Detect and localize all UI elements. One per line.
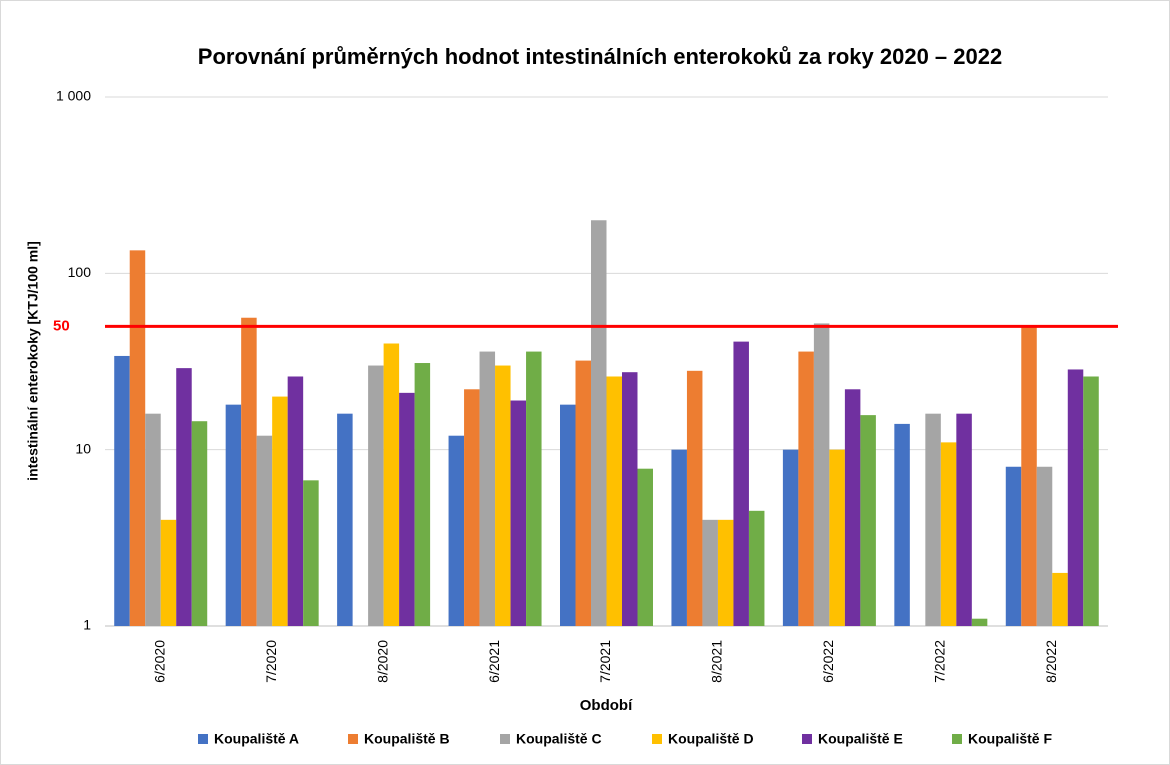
x-tick-label: 6/2022 <box>820 640 836 683</box>
bar <box>479 351 496 626</box>
legend-swatch <box>802 734 812 744</box>
bar <box>160 519 177 626</box>
legend-swatch <box>198 734 208 744</box>
chart-title: Porovnání průměrných hodnot intestinální… <box>198 44 1002 69</box>
y-tick-label: 10 <box>75 440 91 456</box>
x-tick-label: 7/2022 <box>932 640 948 683</box>
legend-label: Koupaliště A <box>214 731 299 747</box>
bar <box>145 413 161 626</box>
bar <box>1021 326 1037 626</box>
x-tick-label: 8/2021 <box>709 640 725 683</box>
bar <box>925 413 941 626</box>
bar <box>129 250 146 627</box>
y-axis-label: intestinální enterokoky [KTJ/100 ml] <box>25 241 41 481</box>
bar <box>114 355 130 626</box>
legend-swatch <box>652 734 662 744</box>
bar <box>191 421 208 626</box>
legend-swatch <box>348 734 358 744</box>
bar <box>733 341 749 626</box>
legend-label: Koupaliště D <box>668 731 754 747</box>
threshold-label: 50 <box>53 317 70 334</box>
x-tick-label: 7/2021 <box>597 640 613 683</box>
bar <box>383 343 400 626</box>
bar <box>303 480 319 626</box>
bar <box>1067 369 1084 626</box>
bar <box>225 404 242 626</box>
bar <box>575 360 591 626</box>
y-tick-label: 1 000 <box>56 88 91 104</box>
bar <box>956 413 972 626</box>
bar <box>241 317 257 626</box>
bar <box>1052 572 1068 626</box>
x-tick-label: 8/2020 <box>374 640 390 683</box>
y-tick-label: 1 <box>83 617 91 633</box>
bar <box>971 618 988 626</box>
bar <box>671 449 687 626</box>
y-tick-label: 100 <box>68 264 92 280</box>
bar <box>829 449 845 626</box>
bar <box>782 449 799 626</box>
x-tick-label: 6/2020 <box>151 640 167 683</box>
bar <box>813 323 830 626</box>
legend-swatch <box>500 734 510 744</box>
bar <box>637 468 653 626</box>
bar <box>717 519 734 626</box>
bar <box>337 413 353 626</box>
bar <box>622 372 638 626</box>
bar <box>1083 376 1099 626</box>
bar <box>798 351 814 626</box>
bar <box>748 510 765 626</box>
bar <box>894 423 910 626</box>
legend-label: Koupaliště B <box>364 731 450 747</box>
x-tick-label: 7/2020 <box>263 640 279 683</box>
legend-swatch <box>952 734 962 744</box>
bar <box>1036 466 1053 626</box>
x-axis-label: Období <box>580 697 633 714</box>
x-tick-label: 8/2022 <box>1043 640 1059 683</box>
legend-label: Koupaliště E <box>818 731 903 747</box>
bar <box>1005 466 1022 626</box>
bar <box>844 389 861 626</box>
bar <box>686 370 703 626</box>
bar <box>860 415 876 626</box>
legend-label: Koupaliště F <box>968 731 1052 747</box>
bar <box>272 396 288 626</box>
bar <box>495 365 511 626</box>
bar <box>414 363 431 626</box>
bar <box>940 442 957 626</box>
bar <box>526 351 542 626</box>
legend-label: Koupaliště C <box>516 731 602 747</box>
bar <box>176 368 192 626</box>
bar <box>399 392 415 626</box>
bar <box>560 404 576 626</box>
bar <box>287 376 304 626</box>
bar <box>464 389 480 626</box>
bar <box>256 435 273 626</box>
x-tick-label: 6/2021 <box>486 640 502 683</box>
bar <box>510 400 527 626</box>
bar <box>702 519 718 626</box>
bar <box>591 220 607 626</box>
bar <box>368 365 384 626</box>
bar <box>448 435 465 626</box>
bar <box>606 376 622 626</box>
